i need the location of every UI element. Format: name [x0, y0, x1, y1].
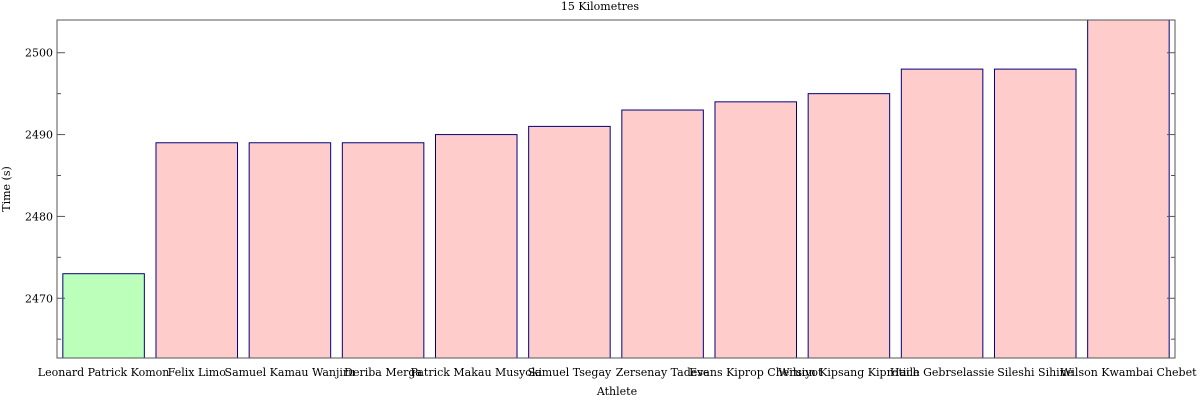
- y-axis-label: Time (s): [0, 166, 13, 212]
- bar: [528, 125, 611, 359]
- bar: [155, 142, 239, 359]
- plot-frame: [56, 19, 1176, 359]
- x-tick-label: Deriba Merga: [344, 366, 422, 379]
- y-tick-label: 2470: [25, 292, 53, 305]
- x-axis-label: Athlete: [596, 385, 637, 398]
- x-tick-label: Samuel Kamau Wanjiru: [225, 366, 356, 379]
- bar: [807, 93, 891, 359]
- bar: [434, 134, 518, 359]
- bars-group: [62, 19, 1170, 359]
- x-tick-label: Haile Gebrselassie: [890, 366, 994, 379]
- bar: [248, 142, 332, 359]
- y-ticks-group: 2470 2480 2490 2500: [25, 47, 1175, 340]
- x-tick-label: Wilson Kipsang Kiprotich: [778, 366, 919, 379]
- bar: [1087, 19, 1170, 359]
- x-tick-label: Felix Limo: [168, 366, 227, 379]
- x-tick-label: Patrick Makau Musyoki: [410, 366, 542, 379]
- y-tick-label: 2500: [25, 47, 53, 60]
- x-tick-label: Leonard Patrick Komon: [38, 366, 170, 379]
- chart-title: 15 Kilometres: [561, 0, 639, 13]
- x-tick-label: Samuel Tsegay: [528, 366, 612, 379]
- bar: [993, 68, 1077, 359]
- bar: [341, 142, 425, 359]
- bar: [714, 101, 798, 359]
- y-tick-label: 2480: [25, 210, 53, 223]
- bar: [62, 273, 145, 359]
- x-tick-label: Sileshi Sihine: [997, 366, 1073, 379]
- x-tick-label: Evans Kiprop Cheruiyot: [689, 366, 823, 379]
- y-tick-label: 2490: [25, 129, 53, 142]
- bar: [900, 68, 984, 359]
- bar: [621, 109, 704, 359]
- x-tick-label: Zersenay Tadese: [616, 366, 710, 379]
- x-tick-label: Wilson Kwambai Chebet: [1060, 366, 1197, 379]
